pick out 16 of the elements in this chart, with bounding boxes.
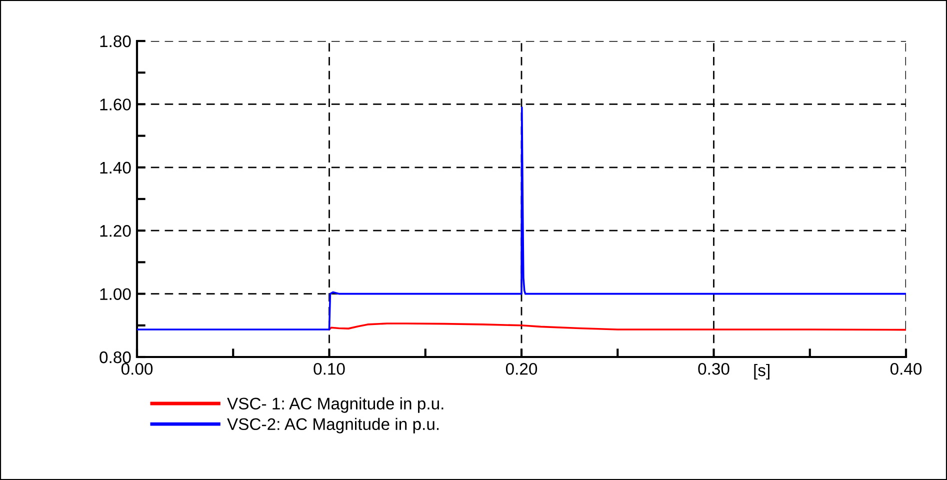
y-tick-label: 0.80 <box>100 351 131 364</box>
y-tick-label: 1.40 <box>100 162 131 174</box>
legend-label: VSC-2: AC Magnitude in p.u. <box>227 418 439 434</box>
line-series <box>328 322 906 331</box>
x-tick-label: 0.30 <box>698 362 730 375</box>
x-tick-label: 0.00 <box>121 362 153 375</box>
y-tick-label: 1.80 <box>100 35 131 48</box>
x-tick-label: 0.20 <box>506 362 538 375</box>
legend-label: VSC- 1: AC Magnitude in p.u. <box>227 397 444 413</box>
y-tick-label: 1.20 <box>100 225 131 237</box>
x-tick-label: 0.40 <box>890 362 922 375</box>
x-axis-title: [s] <box>754 364 770 380</box>
line-series <box>137 106 906 330</box>
x-tick-label: 0.10 <box>314 362 345 375</box>
y-tick-label: 1.60 <box>100 98 131 110</box>
y-tick-label: 1.00 <box>100 288 131 300</box>
